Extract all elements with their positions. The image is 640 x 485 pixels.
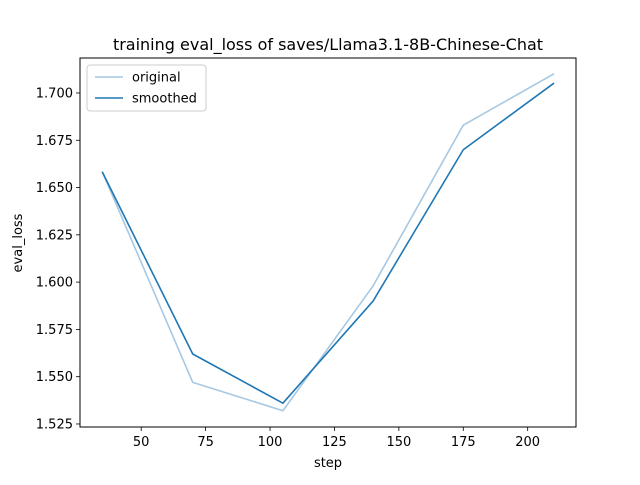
y-axis: 1.525 1.550 1.575 1.600 1.625 1.650 1.675 1.700: [36, 86, 80, 432]
y-tick-label: 1.600: [36, 276, 73, 291]
y-tick-label: 1.550: [36, 370, 73, 385]
y-tick-label: 1.650: [36, 181, 73, 196]
x-tick-label: 125: [322, 435, 347, 450]
x-tick-label: 200: [515, 435, 540, 450]
y-tick-label: 1.675: [36, 134, 73, 149]
x-axis-label: step: [314, 456, 342, 471]
y-tick-label: 1.625: [36, 228, 73, 243]
legend: original smoothed: [86, 64, 207, 112]
y-tick-label: 1.525: [36, 417, 73, 432]
y-tick-label: 1.700: [36, 86, 73, 101]
y-tick-label: 1.575: [36, 323, 73, 338]
x-tick-label: 75: [197, 435, 214, 450]
series-line-smoothed: [101, 82, 555, 404]
legend-label-original: original: [132, 71, 181, 86]
chart-title: training eval_loss of saves/Llama3.1-8B-…: [113, 35, 543, 55]
x-axis: 50 75 100 125 150 175 200: [133, 427, 540, 450]
x-tick-label: 175: [451, 435, 476, 450]
y-axis-label: eval_loss: [11, 213, 26, 272]
x-tick-label: 50: [133, 435, 150, 450]
x-tick-label: 100: [258, 435, 283, 450]
legend-label-smoothed: smoothed: [132, 92, 197, 107]
x-tick-label: 150: [386, 435, 411, 450]
plot-frame: [79, 57, 577, 428]
series-line-original: [101, 72, 555, 412]
plot-area: [101, 72, 555, 412]
